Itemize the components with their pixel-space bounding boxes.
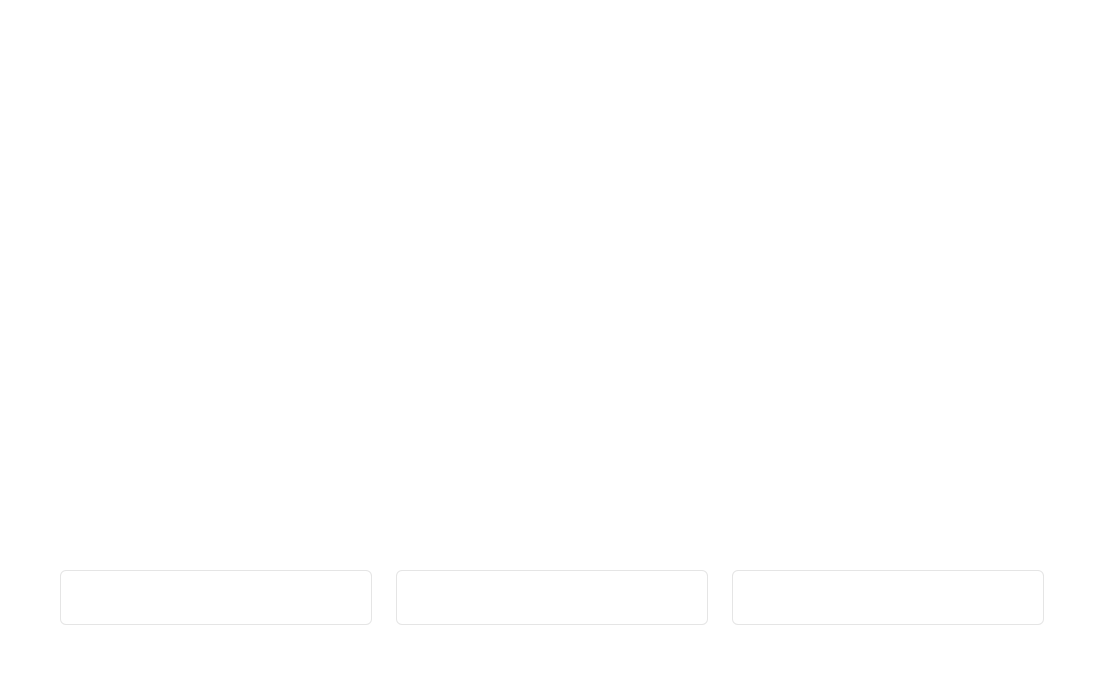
legend-card-max xyxy=(732,570,1044,625)
gauge-area xyxy=(0,0,1104,570)
legend-dot-min xyxy=(209,592,217,600)
legend-label-min xyxy=(61,585,371,608)
legend-label-avg xyxy=(397,585,707,608)
legend-row xyxy=(0,570,1104,625)
cost-gauge-chart xyxy=(0,0,1104,690)
legend-card-avg xyxy=(396,570,708,625)
gauge-svg xyxy=(0,0,1104,570)
legend-card-min xyxy=(60,570,372,625)
legend-dot-max xyxy=(881,592,889,600)
legend-dot-avg xyxy=(545,592,553,600)
legend-label-max xyxy=(733,585,1043,608)
